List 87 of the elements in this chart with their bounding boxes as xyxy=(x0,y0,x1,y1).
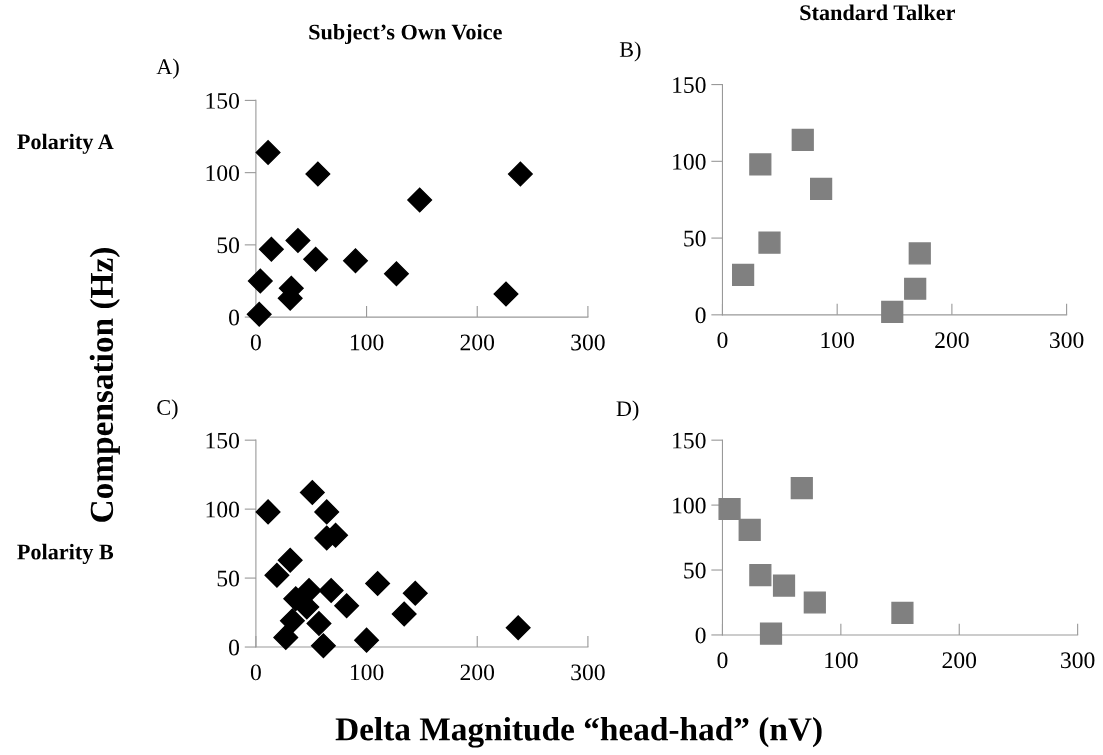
point xyxy=(738,518,761,541)
text: Polarity A xyxy=(17,133,114,154)
chart-title: A) xyxy=(156,58,179,79)
point xyxy=(402,580,428,606)
chart-title: B) xyxy=(619,41,641,62)
point xyxy=(908,242,931,265)
point xyxy=(365,571,391,597)
x-tick-label: 0 xyxy=(250,664,261,681)
point xyxy=(296,578,322,603)
y-tick-label: 50 xyxy=(684,562,706,579)
chart-subtitle: Subject’s Own Voice xyxy=(309,23,502,45)
point xyxy=(314,499,340,525)
point xyxy=(732,263,755,287)
y-tick-label: 0 xyxy=(229,639,240,656)
point xyxy=(258,236,284,262)
x-tick-label: 100 xyxy=(350,334,384,351)
y-tick-label: 50 xyxy=(684,230,706,247)
y-tick-label: 150 xyxy=(673,432,706,449)
y-tick-label: 50 xyxy=(217,237,240,254)
point xyxy=(904,277,927,300)
y-tick-label: 100 xyxy=(673,497,706,514)
x-tick-label: 200 xyxy=(942,652,977,669)
point xyxy=(318,578,344,603)
x-tick-label: 200 xyxy=(460,334,495,351)
point xyxy=(354,627,380,653)
point xyxy=(790,477,813,500)
point xyxy=(246,301,272,327)
point xyxy=(493,281,519,307)
point xyxy=(891,601,914,624)
chart-subtitle: Standard Talker xyxy=(800,4,955,21)
point xyxy=(407,187,433,213)
point xyxy=(273,624,299,650)
point xyxy=(803,591,826,614)
y-axis-title: Compensation (Hz) xyxy=(89,248,120,522)
x-tick-label: 0 xyxy=(717,652,728,669)
point xyxy=(791,128,814,151)
x-tick-label: 200 xyxy=(935,332,969,349)
point xyxy=(810,177,833,201)
point xyxy=(383,261,409,287)
y-tick-label: 0 xyxy=(695,627,706,644)
point xyxy=(255,139,281,165)
point xyxy=(299,480,325,506)
x-tick-label: 0 xyxy=(717,332,728,349)
point xyxy=(759,622,783,645)
x-tick-label: 200 xyxy=(460,664,495,681)
point xyxy=(391,601,417,627)
point xyxy=(306,611,332,637)
point xyxy=(334,593,360,619)
y-tick-label: 150 xyxy=(206,432,240,449)
y-tick-label: 100 xyxy=(206,165,240,182)
point xyxy=(247,268,273,294)
point xyxy=(772,574,796,597)
y-tick-label: 150 xyxy=(206,92,240,109)
text: Polarity B xyxy=(17,543,114,565)
point xyxy=(718,497,741,521)
point xyxy=(264,562,290,588)
y-tick-label: 50 xyxy=(217,570,240,587)
chart-title: C) xyxy=(157,399,178,420)
point xyxy=(305,161,331,187)
point xyxy=(255,499,281,525)
y-tick-label: 150 xyxy=(673,77,706,93)
x-axis-title: Delta Magnitude “head-had” (nV) xyxy=(335,717,822,748)
point xyxy=(343,248,368,274)
y-tick-label: 100 xyxy=(673,153,706,170)
y-tick-label: 0 xyxy=(695,307,706,324)
point xyxy=(310,633,336,659)
x-tick-label: 100 xyxy=(825,652,858,669)
chart-title: D) xyxy=(616,400,639,421)
point xyxy=(758,231,781,254)
x-tick-label: 300 xyxy=(1050,332,1084,349)
y-tick-label: 100 xyxy=(206,501,240,518)
point xyxy=(303,246,329,272)
y-tick-label: 0 xyxy=(229,309,240,326)
x-tick-label: 300 xyxy=(571,334,605,351)
point xyxy=(285,228,311,254)
point xyxy=(749,153,772,176)
x-tick-label: 300 xyxy=(571,664,605,681)
x-tick-label: 0 xyxy=(250,334,261,351)
x-tick-label: 300 xyxy=(1061,652,1095,669)
x-tick-label: 100 xyxy=(350,664,384,681)
point xyxy=(507,161,533,187)
point xyxy=(277,547,303,573)
point xyxy=(505,615,531,641)
point xyxy=(881,300,904,323)
x-tick-label: 100 xyxy=(821,332,854,349)
point xyxy=(749,564,772,587)
point xyxy=(279,608,305,634)
